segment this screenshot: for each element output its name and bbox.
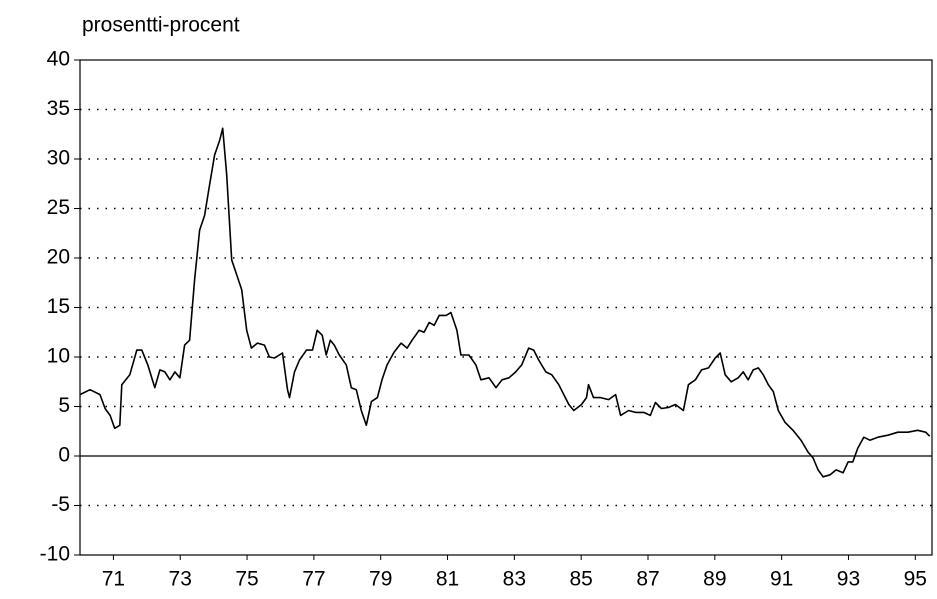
x-tick-label: 85: [569, 568, 592, 591]
y-tick-label: 5: [58, 394, 70, 417]
y-tick-label: 0: [58, 444, 70, 467]
x-tick-label: 71: [102, 568, 125, 591]
x-tick-label: 93: [837, 568, 860, 591]
x-tick-label: 95: [904, 568, 927, 591]
x-tick-label: 89: [703, 568, 726, 591]
y-tick-label: 40: [47, 48, 70, 71]
x-tick-label: 79: [369, 568, 392, 591]
plot-frame: [79, 59, 933, 556]
y-tick-label: 25: [47, 196, 70, 219]
y-tick-label: 35: [47, 97, 70, 120]
x-tick-label: 73: [169, 568, 192, 591]
x-tick-label: 81: [436, 568, 459, 591]
x-tick-label: 83: [503, 568, 526, 591]
x-tick-label: 91: [770, 568, 793, 591]
y-tick-label: 15: [47, 295, 70, 318]
y-tick-label: 20: [47, 246, 70, 269]
y-tick-label: -10: [40, 543, 70, 566]
chart-title: prosentti-procent: [82, 14, 240, 37]
data-line: [79, 127, 931, 478]
x-tick-label: 87: [636, 568, 659, 591]
x-tick-label: 77: [302, 568, 325, 591]
x-tick-label: 75: [235, 568, 258, 591]
y-tick-label: -5: [51, 493, 70, 516]
y-tick-label: 30: [47, 147, 70, 170]
y-tick-label: 10: [47, 345, 70, 368]
